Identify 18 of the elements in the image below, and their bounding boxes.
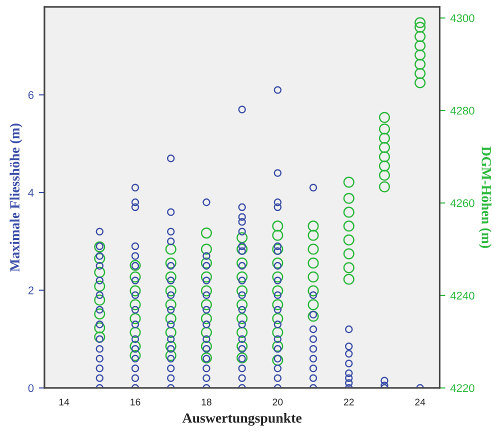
x-tick-label: 18 <box>202 398 212 406</box>
y2-tick-label: 4240 <box>450 292 474 300</box>
y-axis-title: Maximale Fliesshöhe (m) <box>10 124 22 272</box>
x-tick-label: 22 <box>344 398 354 406</box>
y-tick-label: 2 <box>28 286 34 294</box>
y2-tick-label: 4280 <box>450 106 474 115</box>
y2-axis-title: DGM-Höhen (m) <box>478 146 492 248</box>
x-tick-label: 14 <box>59 398 70 406</box>
x-axis-title: Auswertungspunkte <box>182 412 302 426</box>
y-tick-label: 4 <box>28 188 34 197</box>
x-tick-label: 20 <box>272 398 283 406</box>
x-tick-label: 16 <box>130 398 140 406</box>
y2-tick-label: 4300 <box>450 14 474 22</box>
x-tick-label: 24 <box>415 398 426 406</box>
y-tick-label: 0 <box>28 384 34 392</box>
y2-tick-label: 4260 <box>450 199 474 208</box>
y2-tick-label: 4220 <box>450 384 474 392</box>
y-tick-label: 6 <box>28 91 34 99</box>
